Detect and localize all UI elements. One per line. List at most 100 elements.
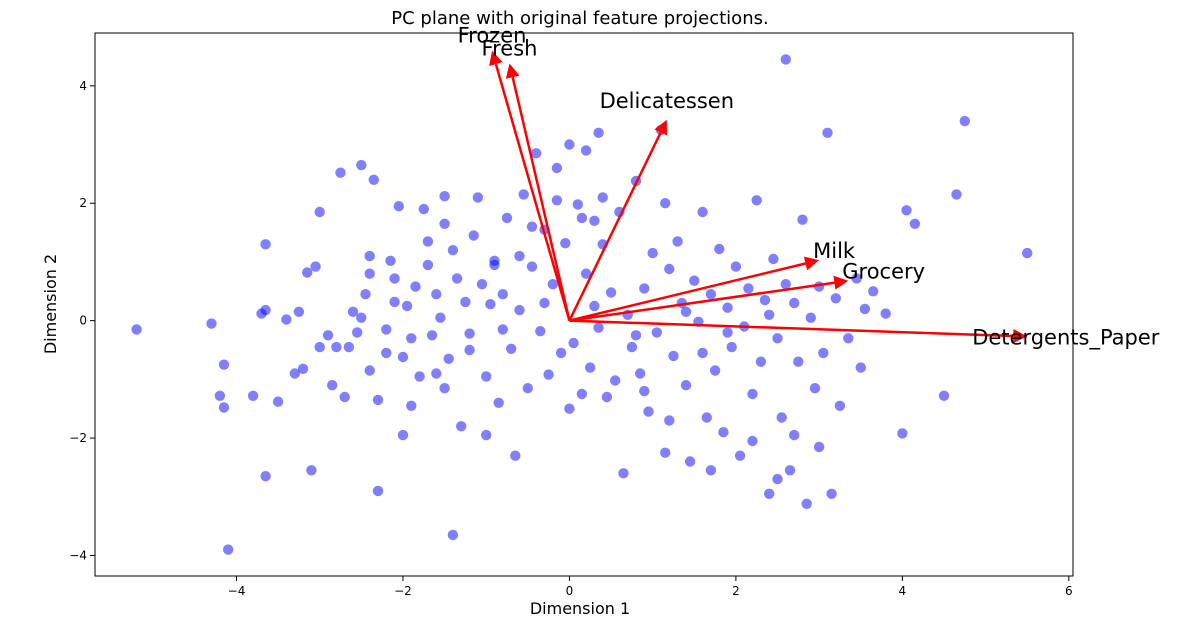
x-tick-label: −4 xyxy=(228,584,246,598)
data-point xyxy=(393,201,404,212)
data-point xyxy=(855,362,866,373)
feature-arrow-head xyxy=(803,256,820,271)
feature-arrow-head xyxy=(505,63,520,79)
data-point xyxy=(580,145,592,156)
data-point xyxy=(364,365,375,376)
feature-arrow-label: Grocery xyxy=(842,260,925,284)
data-point xyxy=(772,333,783,344)
data-point xyxy=(680,380,692,391)
data-point xyxy=(364,250,375,262)
feature-arrow: Fresh xyxy=(482,37,571,321)
data-point xyxy=(485,299,496,310)
plot-frame xyxy=(94,32,1074,577)
feature-arrow-head xyxy=(1012,329,1028,344)
data-point xyxy=(813,441,825,453)
data-point xyxy=(356,312,367,323)
data-point xyxy=(439,218,450,229)
data-point xyxy=(339,391,350,403)
data-point xyxy=(514,304,525,316)
data-point xyxy=(705,289,717,300)
y-tick-label: −4 xyxy=(69,548,87,562)
data-point xyxy=(443,353,454,364)
data-point xyxy=(747,435,758,447)
feature-arrow-shaft xyxy=(494,63,571,321)
data-point xyxy=(722,302,733,313)
data-point xyxy=(959,115,970,127)
data-point xyxy=(784,465,796,476)
data-point xyxy=(851,273,862,284)
data-point xyxy=(439,191,450,202)
data-point xyxy=(214,390,226,401)
feature-arrow-shaft xyxy=(568,131,662,322)
data-point xyxy=(580,268,592,279)
data-point xyxy=(464,328,475,339)
data-point xyxy=(535,326,546,337)
data-point xyxy=(293,306,305,317)
data-point xyxy=(826,488,837,499)
y-tick-label: 4 xyxy=(79,79,87,93)
data-point xyxy=(901,205,912,216)
feature-arrow-label: Frozen xyxy=(458,24,527,48)
data-point xyxy=(302,267,313,278)
data-point xyxy=(718,427,729,438)
data-point xyxy=(327,380,338,391)
data-point xyxy=(410,281,421,292)
data-point xyxy=(435,312,446,323)
data-point xyxy=(381,347,392,359)
data-point xyxy=(260,304,271,316)
data-point xyxy=(422,236,434,247)
data-point xyxy=(639,283,650,294)
data-point xyxy=(476,279,488,290)
data-point xyxy=(601,391,613,403)
data-point xyxy=(834,400,846,411)
x-tick-label: 4 xyxy=(899,584,907,598)
data-point xyxy=(576,212,588,224)
data-point xyxy=(660,198,671,209)
data-point xyxy=(372,394,384,406)
data-point xyxy=(684,456,696,467)
data-point xyxy=(626,341,638,353)
data-point xyxy=(743,283,754,294)
feature-arrow-head xyxy=(833,275,849,290)
data-point xyxy=(643,406,654,417)
feature-arrow: Frozen xyxy=(458,24,571,321)
data-point xyxy=(322,330,334,341)
feature-arrow-label: Milk xyxy=(813,239,856,263)
data-point xyxy=(909,218,921,229)
data-point xyxy=(389,273,400,284)
feature-arrow-shaft xyxy=(511,76,571,321)
data-point xyxy=(560,238,571,249)
data-point xyxy=(564,403,575,414)
data-point xyxy=(343,341,355,353)
data-point xyxy=(764,488,775,499)
data-point xyxy=(780,279,791,290)
data-point xyxy=(460,296,471,308)
data-point xyxy=(406,333,417,344)
data-point xyxy=(372,485,384,497)
feature-arrow: Milk xyxy=(569,239,856,322)
data-point xyxy=(568,337,579,349)
data-point xyxy=(297,363,309,374)
data-point xyxy=(260,471,271,482)
data-point xyxy=(310,261,321,272)
feature-arrow: Detergents_Paper xyxy=(569,319,1160,350)
data-point xyxy=(381,324,392,335)
data-point xyxy=(572,199,583,210)
data-point xyxy=(768,253,779,265)
data-point xyxy=(859,303,871,315)
y-tick-label: 2 xyxy=(79,196,87,210)
data-point xyxy=(610,375,621,386)
data-point xyxy=(789,429,800,441)
data-point xyxy=(368,174,379,185)
data-point xyxy=(518,189,529,200)
data-point xyxy=(389,296,400,308)
data-point xyxy=(597,192,608,203)
data-point xyxy=(397,351,409,363)
data-point xyxy=(589,300,600,312)
data-point xyxy=(880,308,891,319)
data-point xyxy=(526,261,538,272)
data-point xyxy=(722,327,733,338)
data-point xyxy=(218,359,230,370)
